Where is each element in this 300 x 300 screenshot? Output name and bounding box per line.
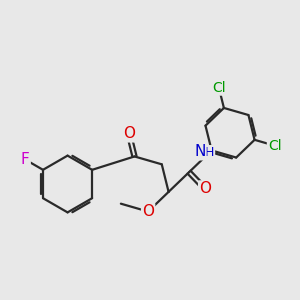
Text: O: O [199, 182, 211, 196]
Text: Cl: Cl [212, 81, 226, 94]
Text: N: N [194, 144, 206, 159]
Text: O: O [123, 126, 135, 141]
Text: H: H [205, 146, 214, 159]
Text: Cl: Cl [268, 139, 281, 153]
Text: F: F [21, 152, 30, 167]
Text: O: O [142, 204, 154, 219]
